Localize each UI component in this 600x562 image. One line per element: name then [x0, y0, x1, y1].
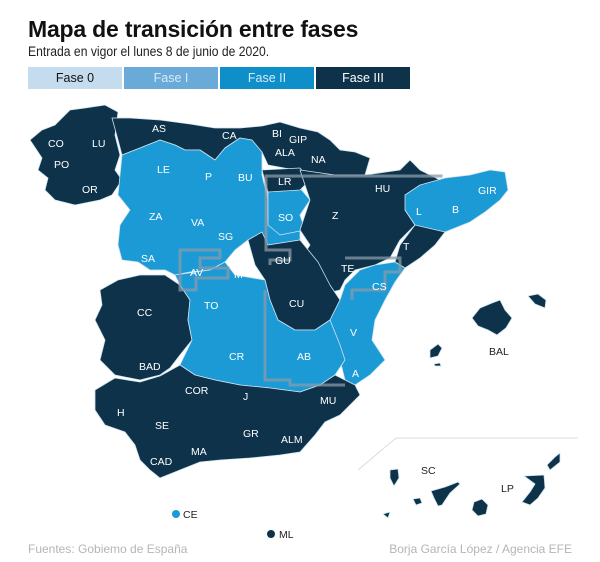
label-cu: CU [289, 298, 304, 310]
region-extremadura [94, 274, 193, 381]
source-note: Fuentes: Gobiemo de España [28, 542, 188, 556]
label-se: SE [155, 420, 169, 432]
label-lu: LU [92, 138, 105, 150]
label-ab: AB [297, 351, 311, 363]
label-to: TO [204, 300, 218, 312]
legend-fase-3: Fase III [316, 67, 410, 89]
label-ma: MA [191, 446, 207, 458]
highlight-boxes [178, 174, 443, 387]
label-as: AS [152, 123, 166, 135]
map-subtitle: Entrada en vigor el lunes 8 de junio de … [28, 44, 270, 59]
legend-label: Fase II [247, 71, 287, 85]
label-bu: BU [238, 172, 253, 184]
label-alm: ALM [281, 434, 303, 446]
legend-label: Fase III [342, 71, 384, 85]
label-or: OR [82, 184, 98, 196]
label-z: Z [332, 210, 339, 222]
map-title: Mapa de transición entre fases [28, 16, 359, 42]
label-ala: ALA [275, 147, 295, 159]
legend-fase-1: Fase I [124, 67, 218, 89]
label-va: VA [191, 217, 204, 229]
island-ibiza [429, 343, 443, 359]
label-sg: SG [218, 231, 233, 243]
credit-note: Borja García López / Agencia EFE [389, 542, 572, 556]
ceuta-dot [172, 510, 180, 518]
label-j: J [243, 391, 248, 403]
label-sa: SA [141, 253, 155, 265]
legend-label: Fase I [153, 71, 189, 85]
label-sc: SC [421, 465, 436, 477]
label-za: ZA [149, 211, 162, 223]
label-t: T [403, 241, 410, 253]
legend-label: Fase 0 [55, 71, 95, 85]
label-bi: BI [272, 128, 282, 140]
label-lp: LP [501, 483, 514, 495]
label-lr: LR [278, 176, 292, 188]
label-cc: CC [137, 307, 153, 319]
island-gran-canaria [471, 498, 489, 517]
island-lanzarote [546, 452, 561, 471]
label-ca: CA [222, 130, 237, 142]
label-te: TE [341, 263, 354, 275]
label-gip: GIP [289, 134, 307, 146]
region-tarragona [394, 224, 446, 269]
island-menorca [527, 293, 547, 309]
label-mu: MU [320, 395, 336, 407]
province-labels: CO LU PO OR AS CA BI GIP ALA NA LR LE P … [48, 123, 514, 541]
label-co: CO [48, 138, 64, 150]
label-ce: CE [183, 509, 198, 521]
label-cs: CS [372, 281, 387, 293]
island-la-gomera [412, 497, 423, 506]
melilla-dot [267, 530, 275, 538]
label-v: V [350, 327, 357, 339]
label-le: LE [157, 164, 170, 176]
label-gr: GR [243, 428, 259, 440]
label-b: B [452, 204, 459, 216]
island-tenerife [430, 481, 461, 507]
phase-legend: Fase 0 Fase I Fase II Fase III [28, 67, 412, 89]
label-l: L [416, 206, 422, 218]
label-gu: GU [275, 255, 291, 267]
island-fuerteventura [521, 474, 546, 506]
island-la-palma [389, 468, 400, 487]
label-so: SO [278, 212, 293, 224]
label-na: NA [311, 154, 326, 166]
label-cr: CR [229, 351, 245, 363]
region-andalusia-murcia [94, 364, 361, 479]
legend-fase-0: Fase 0 [28, 67, 122, 89]
label-m: M [234, 269, 243, 281]
label-cor: COR [185, 385, 209, 397]
region-galicia [29, 104, 123, 206]
island-el-hierro [382, 511, 391, 519]
label-h: H [117, 407, 125, 419]
label-bal: BAL [489, 346, 509, 358]
region-valencia [329, 261, 406, 386]
label-po: PO [54, 159, 69, 171]
label-a: A [352, 368, 359, 380]
label-hu: HU [375, 183, 390, 195]
island-mallorca [471, 299, 513, 336]
label-gir: GIR [478, 185, 497, 197]
legend-fase-2: Fase II [220, 67, 314, 89]
label-bad: BAD [139, 361, 161, 373]
label-av: AV [190, 267, 203, 279]
island-formentera [433, 362, 442, 367]
canary-inset-frame [357, 437, 578, 471]
label-p: P [205, 171, 212, 183]
label-cad: CAD [150, 456, 173, 468]
label-ml: ML [279, 529, 294, 541]
